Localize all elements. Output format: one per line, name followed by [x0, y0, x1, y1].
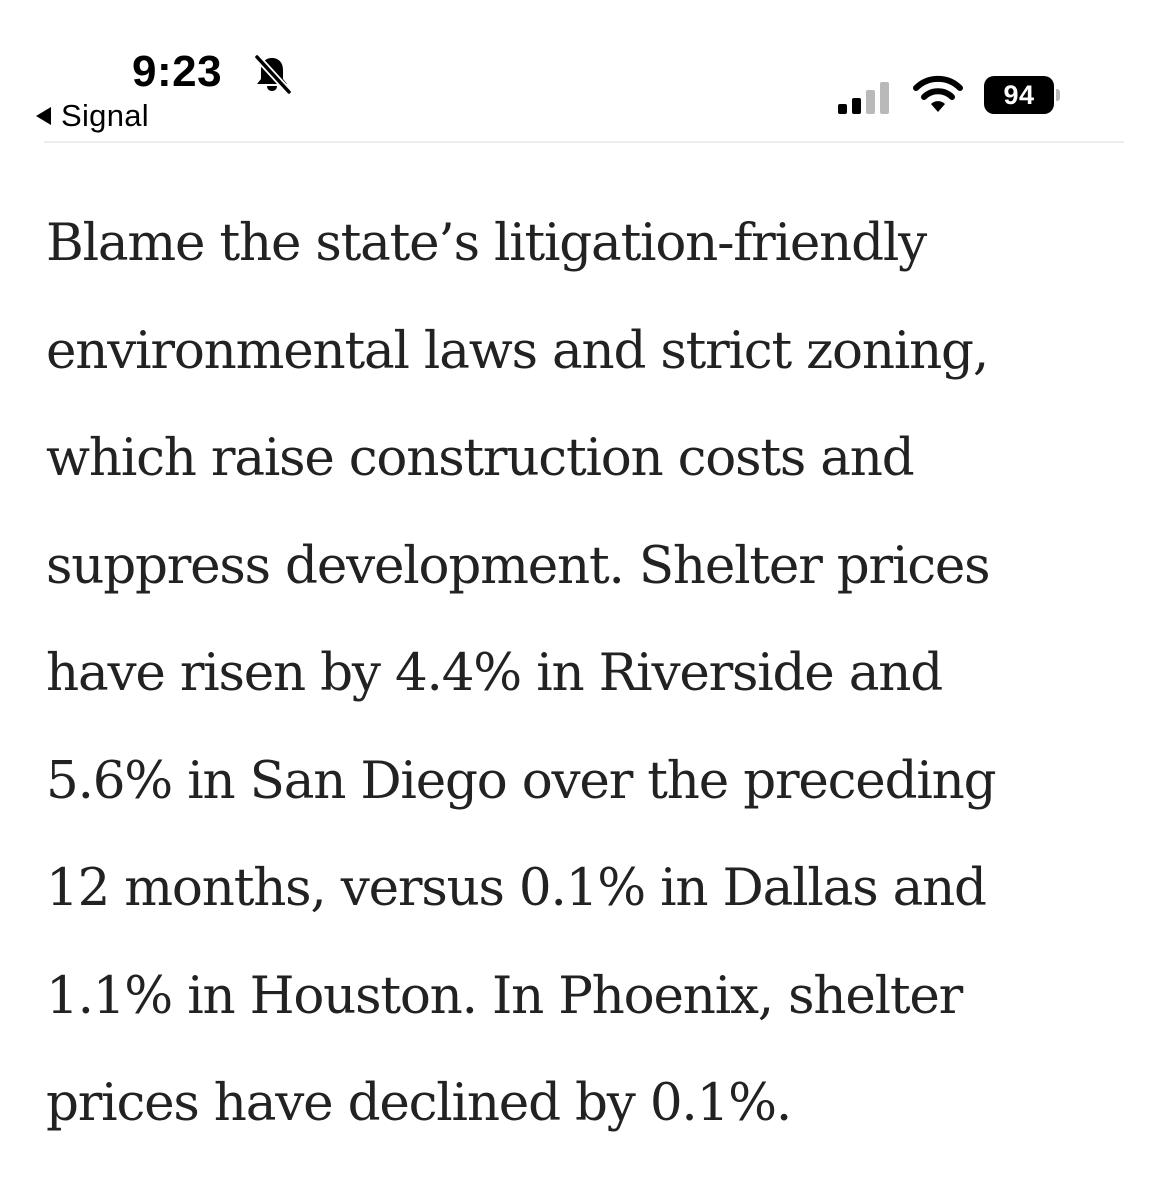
article-line: suppress development. Shelter prices	[46, 535, 991, 596]
article-paragraph: Blame the state’s litigation-friendly en…	[46, 190, 1146, 1158]
status-time: 9:23	[132, 47, 223, 96]
article-line: 5.6% in San Diego over the preceding	[46, 750, 997, 811]
back-arrow-icon	[36, 107, 51, 125]
wifi-icon	[913, 75, 963, 112]
signal-bar	[852, 98, 861, 114]
battery-icon: 94	[984, 76, 1060, 114]
article-line: prices have declined by 0.1%.	[46, 1073, 792, 1133]
article-line: 1.1% in Houston. In Phoenix, shelter	[46, 965, 963, 1026]
back-to-app-link[interactable]: Signal	[36, 98, 149, 134]
status-bar: 9:23 Signal 94	[0, 0, 1168, 140]
signal-bar	[880, 82, 889, 114]
article-line: Blame the state’s litigation-friendly	[46, 213, 927, 273]
article-line: environmental laws and strict zoning,	[46, 320, 989, 381]
signal-bar	[866, 90, 875, 114]
battery-tip	[1056, 89, 1060, 101]
signal-bar	[838, 104, 847, 114]
battery-body: 94	[984, 76, 1054, 114]
back-app-label: Signal	[61, 98, 149, 133]
article-line: which raise construction costs and	[46, 428, 915, 488]
bell-slash-icon	[253, 53, 293, 96]
article-line: 12 months, versus 0.1% in Dallas and	[46, 858, 987, 918]
cellular-signal-icon	[838, 78, 898, 114]
battery-level: 94	[1003, 79, 1035, 110]
header-divider	[44, 141, 1124, 143]
article-line: have risen by 4.4% in Riverside and	[46, 643, 943, 703]
